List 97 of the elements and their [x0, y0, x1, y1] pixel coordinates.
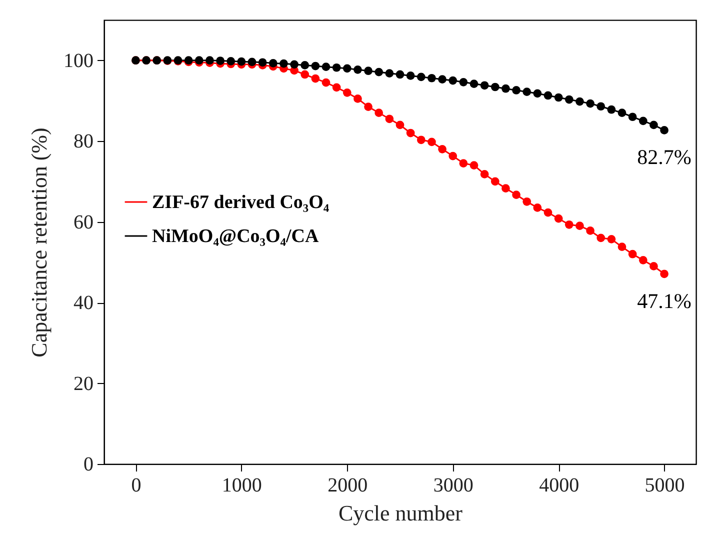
- point: [364, 102, 372, 111]
- point: [618, 108, 626, 118]
- point: [268, 59, 278, 68]
- point: [406, 72, 415, 80]
- point: [332, 63, 341, 72]
- point: [374, 108, 384, 118]
- point: [470, 80, 478, 88]
- point: [364, 66, 372, 76]
- y-tick-label: 0: [84, 454, 94, 476]
- point: [416, 72, 426, 82]
- point: [512, 86, 520, 94]
- point: [342, 88, 352, 97]
- point: [428, 74, 436, 82]
- point: [311, 62, 320, 70]
- point: [596, 102, 606, 111]
- y-axis-title: Capacitance retention (%): [26, 128, 52, 358]
- point: [638, 116, 648, 126]
- point: [564, 220, 574, 229]
- point: [576, 222, 584, 230]
- point: [660, 126, 668, 134]
- point: [354, 65, 362, 74]
- point: [248, 58, 256, 66]
- point: [554, 214, 563, 223]
- x-tick-label: 5000: [644, 474, 685, 496]
- point: [576, 97, 584, 106]
- point: [290, 60, 298, 69]
- point: [533, 204, 542, 212]
- point: [300, 70, 310, 79]
- point: [638, 256, 648, 264]
- legend-label: NiMoO₄@Co₃O₄/CA: [152, 226, 319, 247]
- point: [490, 82, 500, 92]
- legend-label: ZIF-67 derived Co₃O₄: [152, 192, 330, 213]
- point: [502, 184, 510, 192]
- point: [300, 61, 310, 70]
- point: [280, 59, 288, 68]
- point: [596, 234, 606, 242]
- x-tick-label: 2000: [328, 474, 368, 496]
- point: [607, 105, 616, 114]
- point: [226, 56, 236, 66]
- x-tick-label: 1000: [222, 474, 262, 496]
- point: [396, 120, 404, 130]
- point: [544, 208, 552, 217]
- point: [586, 226, 594, 235]
- y-tick-label: 40: [74, 292, 94, 314]
- point: [607, 235, 616, 244]
- point: [618, 242, 626, 252]
- point: [438, 75, 446, 84]
- point: [554, 93, 563, 102]
- x-tick-label: 3000: [433, 474, 474, 496]
- point: [564, 95, 574, 104]
- point: [448, 76, 458, 85]
- point: [533, 89, 542, 98]
- y-tick-label: 100: [64, 50, 94, 72]
- point: [385, 69, 394, 78]
- point: [480, 81, 489, 90]
- point: [322, 62, 330, 71]
- point: [216, 56, 224, 65]
- point: [237, 57, 246, 66]
- point: [490, 177, 500, 186]
- y-tick-label: 20: [74, 372, 94, 395]
- annotation: 47.1%: [637, 288, 692, 313]
- point: [448, 152, 458, 160]
- point: [650, 120, 658, 130]
- point: [354, 94, 362, 103]
- point: [628, 250, 637, 258]
- point: [480, 170, 489, 178]
- point: [416, 136, 426, 144]
- point: [470, 161, 478, 170]
- point: [660, 270, 668, 278]
- point: [459, 159, 468, 168]
- annotation: 82.7%: [637, 145, 692, 170]
- point: [502, 84, 510, 93]
- point: [459, 78, 468, 86]
- point: [342, 64, 352, 73]
- point: [374, 68, 384, 76]
- point: [396, 70, 404, 79]
- y-tick-label: 60: [74, 211, 94, 234]
- point: [332, 83, 341, 92]
- point: [406, 128, 415, 138]
- point: [544, 91, 552, 100]
- x-tick-label: 0: [131, 474, 142, 496]
- x-axis-title: Cycle number: [338, 500, 464, 526]
- point: [206, 56, 214, 65]
- y-tick-label: 80: [74, 130, 94, 153]
- point: [650, 262, 658, 270]
- point: [385, 114, 394, 124]
- point: [586, 99, 594, 108]
- point: [311, 74, 320, 83]
- point: [428, 138, 436, 146]
- point: [628, 112, 637, 122]
- point: [258, 58, 267, 67]
- point: [438, 144, 446, 154]
- point: [322, 78, 330, 87]
- point: [512, 190, 520, 199]
- point: [522, 88, 532, 96]
- point: [522, 197, 532, 206]
- x-tick-label: 4000: [539, 474, 580, 496]
